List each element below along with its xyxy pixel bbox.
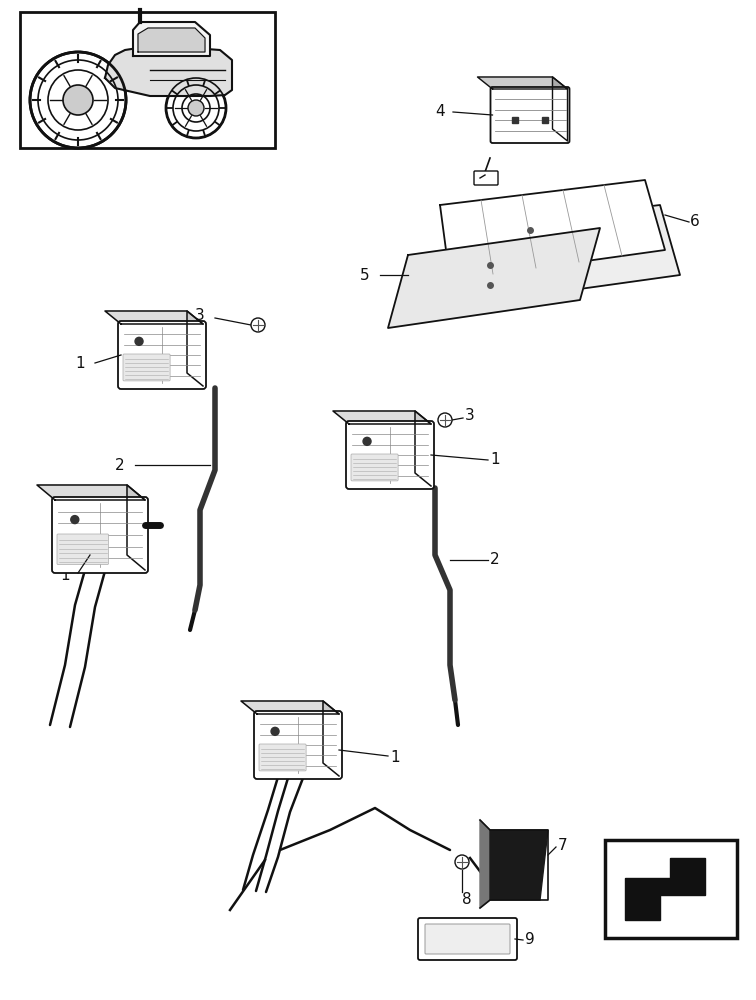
- Text: 3: 3: [465, 408, 475, 422]
- Polygon shape: [388, 228, 600, 328]
- Polygon shape: [187, 311, 203, 386]
- FancyBboxPatch shape: [259, 744, 306, 771]
- Polygon shape: [455, 205, 680, 305]
- FancyBboxPatch shape: [254, 711, 342, 779]
- Circle shape: [363, 437, 371, 445]
- Bar: [20, 12, 275, 148]
- FancyBboxPatch shape: [425, 924, 510, 954]
- Polygon shape: [241, 701, 339, 714]
- FancyBboxPatch shape: [418, 918, 517, 960]
- Polygon shape: [127, 485, 145, 570]
- Polygon shape: [333, 411, 431, 424]
- Text: 5: 5: [360, 267, 370, 282]
- Polygon shape: [323, 701, 339, 776]
- Polygon shape: [440, 180, 665, 280]
- Bar: [605, 840, 737, 938]
- Circle shape: [251, 318, 265, 332]
- FancyBboxPatch shape: [123, 354, 170, 381]
- Text: 9: 9: [525, 932, 534, 948]
- Polygon shape: [105, 311, 203, 324]
- Text: 1: 1: [60, 568, 70, 582]
- Circle shape: [188, 100, 204, 116]
- Polygon shape: [415, 411, 431, 486]
- Circle shape: [455, 855, 469, 869]
- Polygon shape: [138, 28, 205, 52]
- Polygon shape: [490, 830, 548, 900]
- Polygon shape: [37, 485, 145, 500]
- Polygon shape: [133, 22, 210, 56]
- Text: 1: 1: [390, 750, 400, 766]
- Text: 4: 4: [435, 104, 445, 119]
- Circle shape: [63, 85, 93, 115]
- Polygon shape: [478, 77, 568, 89]
- Polygon shape: [105, 46, 232, 96]
- Circle shape: [438, 413, 452, 427]
- Text: 7: 7: [558, 838, 568, 852]
- Circle shape: [30, 52, 126, 148]
- Polygon shape: [480, 820, 490, 908]
- Circle shape: [166, 78, 226, 138]
- Text: 6: 6: [690, 215, 700, 230]
- FancyBboxPatch shape: [52, 497, 148, 573]
- Text: 1: 1: [75, 356, 85, 370]
- Circle shape: [135, 337, 143, 345]
- Polygon shape: [553, 77, 568, 141]
- Circle shape: [271, 727, 279, 735]
- Text: 1: 1: [490, 452, 500, 468]
- Text: 2: 2: [115, 458, 125, 473]
- FancyBboxPatch shape: [474, 171, 498, 185]
- Text: 3: 3: [195, 308, 205, 324]
- Circle shape: [71, 516, 79, 524]
- FancyBboxPatch shape: [118, 321, 206, 389]
- FancyBboxPatch shape: [491, 87, 569, 143]
- FancyBboxPatch shape: [57, 534, 109, 564]
- FancyBboxPatch shape: [346, 421, 434, 489]
- Text: 2: 2: [490, 552, 500, 568]
- Text: 8: 8: [462, 892, 472, 908]
- Polygon shape: [625, 858, 705, 920]
- FancyBboxPatch shape: [351, 454, 398, 481]
